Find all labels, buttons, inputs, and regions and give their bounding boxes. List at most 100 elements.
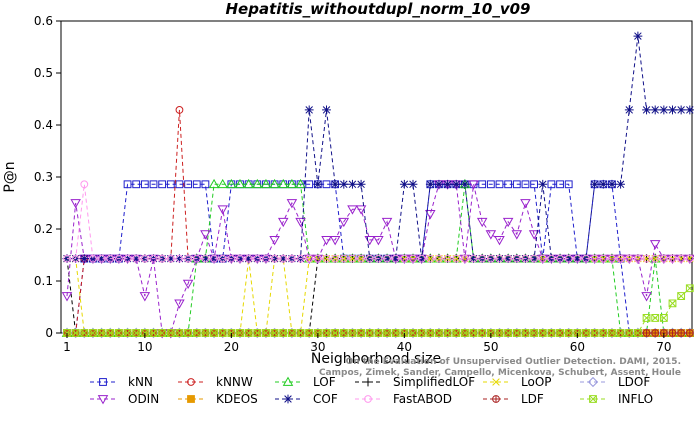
data-point: [106, 254, 115, 263]
data-point: [79, 254, 89, 264]
legend-label: LDOF: [618, 375, 650, 389]
data-point: [443, 179, 452, 189]
data-point: [322, 254, 331, 263]
data-point: [278, 254, 288, 264]
data-point: [668, 254, 677, 263]
data-point: [478, 254, 487, 263]
data-point: [521, 180, 530, 189]
data-point: [201, 329, 210, 337]
data-point: [97, 254, 106, 263]
data-point: [192, 180, 201, 189]
data-point: [641, 292, 652, 302]
data-point: [192, 254, 201, 263]
data-point: [599, 329, 608, 337]
data-point: [469, 254, 478, 264]
data-point: [435, 329, 443, 337]
x-tick-label: 10: [137, 340, 152, 354]
data-point: [547, 254, 556, 263]
data-point: [200, 230, 211, 240]
data-point: [140, 180, 149, 189]
data-point: [634, 329, 642, 337]
data-point: [512, 180, 521, 189]
data-point: [208, 178, 220, 189]
data-point: [270, 329, 279, 337]
legend-marker: [187, 395, 195, 403]
data-point: [495, 254, 504, 264]
data-point: [184, 329, 192, 337]
watermark-line-2: Campos, Zimek, Sander, Campello, Micenko…: [319, 368, 681, 378]
legend-label: ODIN: [128, 392, 159, 406]
legend-marker: [187, 378, 195, 386]
data-point: [590, 254, 599, 263]
data-point: [426, 254, 435, 263]
data-point: [452, 329, 461, 337]
y-tick-label: 0.5: [34, 66, 53, 80]
data-point: [538, 254, 547, 263]
data-point: [677, 292, 686, 300]
x-axis-label: Neighborhood size: [311, 351, 441, 367]
data-point: [244, 329, 253, 337]
data-point: [305, 180, 314, 189]
data-point: [573, 254, 582, 263]
data-point: [391, 254, 400, 263]
y-tick-label: 0.1: [34, 274, 53, 288]
series-line-SimplifiedLOF: [66, 258, 690, 334]
data-point: [528, 230, 540, 240]
data-point: [400, 254, 409, 263]
data-point: [71, 254, 80, 263]
data-point: [476, 217, 488, 228]
data-point: [262, 254, 270, 263]
legend-label: LOF: [313, 375, 336, 389]
data-point: [201, 254, 210, 264]
data-point: [530, 329, 538, 337]
data-point: [243, 178, 254, 189]
data-point: [70, 199, 81, 209]
data-point: [607, 179, 617, 189]
data-point: [659, 105, 669, 115]
data-point: [348, 329, 357, 337]
data-point: [383, 254, 391, 263]
data-point: [132, 180, 141, 189]
data-point: [158, 180, 167, 189]
data-point: [468, 180, 479, 190]
data-point: [478, 329, 487, 337]
series-FastABOD: [63, 180, 694, 263]
legend-marker: [492, 395, 500, 403]
data-point: [296, 254, 305, 263]
series-line-INFLO: [67, 287, 691, 334]
data-point: [175, 254, 184, 263]
legend-marker: [589, 395, 597, 403]
data-point: [659, 314, 668, 322]
data-point: [288, 254, 296, 263]
y-tick-label: 0.4: [34, 118, 53, 132]
data-point: [166, 180, 175, 189]
data-point: [409, 329, 417, 337]
y-tick-label: 0.3: [34, 170, 53, 184]
data-point: [286, 199, 298, 209]
data-point: [262, 329, 270, 337]
data-point: [244, 254, 253, 263]
data-point: [253, 329, 262, 337]
data-point: [234, 178, 246, 189]
data-point: [355, 205, 367, 215]
data-point: [175, 254, 184, 264]
data-point: [140, 254, 149, 263]
legend-item: LoOP: [483, 375, 552, 389]
data-point: [210, 254, 218, 263]
data-point: [502, 217, 514, 228]
legend-item: LDF: [483, 392, 544, 406]
legend-item: ODIN: [90, 392, 159, 406]
legend-label: SimplifiedLOF: [393, 375, 475, 389]
data-point: [184, 254, 193, 263]
x-tick-label: 20: [224, 340, 239, 354]
data-point: [279, 329, 288, 337]
data-point: [417, 329, 426, 337]
data-point: [425, 210, 436, 220]
data-point: [642, 329, 651, 337]
data-point: [149, 329, 158, 337]
data-point: [391, 329, 400, 337]
legend-label: INFLO: [618, 392, 653, 406]
data-point: [305, 254, 314, 263]
data-point: [80, 180, 89, 189]
data-point: [89, 329, 97, 337]
